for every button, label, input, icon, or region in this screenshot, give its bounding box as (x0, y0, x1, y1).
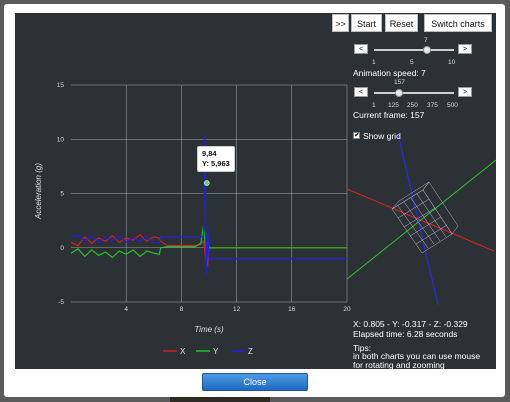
chart-grid (71, 84, 348, 303)
tooltip-y: Y: 5,963 (202, 159, 230, 168)
y-tick-label: 0 (60, 245, 64, 252)
x-axis-label: Time (s) (194, 325, 224, 334)
toggle-panel-button[interactable]: >> (332, 14, 349, 32)
x-tick-label: 4 (124, 306, 128, 313)
current-frame-label: Current frame: 157 (353, 110, 425, 120)
series-line-z (70, 135, 347, 275)
legend-y-label: Y (213, 347, 219, 356)
animation-speed-label: Animation speed: 7 (353, 68, 426, 78)
x-tick-label: 8 (180, 306, 184, 313)
frame-track[interactable] (374, 92, 454, 94)
y-axis-label: Acceleration (g) (34, 163, 43, 220)
frame-tick: 250 (407, 102, 418, 109)
coordinates-readout: X: 0.805 - Y: -0.317 - Z: -0.329 (353, 319, 468, 329)
y-tick-label: 10 (57, 136, 65, 143)
frame-tick: 125 (388, 102, 399, 109)
reset-button[interactable]: Reset (385, 14, 418, 32)
animation-speed-min: 1 (372, 59, 376, 66)
chart-tooltip: 9,84 Y: 5,963 (197, 146, 235, 172)
3d-z-axis (397, 133, 439, 306)
chart-dialog: 4 8 12 16 20 15 10 5 0 -5 Time (s) Acceleration … (4, 4, 505, 397)
orientation-3d-view[interactable] (346, 133, 496, 306)
y-tick-label: 15 (57, 82, 65, 89)
frame-tick: 375 (427, 102, 438, 109)
show-grid-checkbox[interactable]: ✔ (353, 132, 360, 139)
x-tick-labels: 4 8 12 16 20 (124, 306, 351, 313)
frame-prev-button[interactable]: < (354, 87, 368, 97)
show-grid-label: Show grid (363, 131, 401, 141)
animation-speed-mid: 5 (410, 59, 414, 66)
animation-speed-current: 7 (424, 37, 428, 44)
acceleration-chart: 4 8 12 16 20 15 10 5 0 -5 Time (s) Acceleration … (34, 82, 496, 356)
animation-speed-thumb[interactable] (423, 46, 432, 54)
x-tick-label: 12 (233, 306, 241, 313)
y-tick-label: 5 (60, 191, 64, 198)
3d-y-axis (346, 159, 496, 280)
tips-title: Tips: (353, 343, 372, 353)
y-tick-labels: 15 10 5 0 -5 (57, 82, 65, 306)
tooltip-x: 9,84 (202, 149, 217, 158)
chart-series (70, 135, 347, 275)
chart-panel: 4 8 12 16 20 15 10 5 0 -5 Time (s) Acceleration … (15, 13, 496, 379)
animation-speed-max: 10 (448, 59, 456, 66)
frame-next-button[interactable]: > (458, 87, 472, 97)
3d-grid-cube (391, 181, 459, 254)
close-button[interactable]: Close (202, 373, 308, 391)
legend-z-label: Z (248, 347, 253, 356)
switch-charts-button[interactable]: Switch charts (424, 14, 492, 32)
frame-current: 157 (394, 79, 405, 86)
tooltip-marker (203, 180, 210, 186)
frame-tick: 1 (372, 102, 376, 109)
tips-text: in both charts you can use mouse for rot… (353, 351, 481, 379)
animation-speed-track[interactable] (374, 49, 454, 51)
frame-thumb[interactable] (395, 89, 403, 97)
x-tick-label: 20 (343, 306, 351, 313)
chart-legend: X Y Z (163, 347, 253, 356)
backdrop-content (170, 392, 270, 402)
y-tick-label: -5 (58, 299, 64, 306)
animation-speed-prev-button[interactable]: < (354, 44, 368, 54)
animation-speed-next-button[interactable]: > (458, 44, 472, 54)
elapsed-time-readout: Elapsed time: 6.28 seconds (353, 329, 458, 339)
legend-x-label: X (180, 347, 186, 356)
start-button[interactable]: Start (351, 14, 382, 32)
frame-tick: 500 (447, 102, 458, 109)
x-tick-label: 16 (288, 306, 296, 313)
